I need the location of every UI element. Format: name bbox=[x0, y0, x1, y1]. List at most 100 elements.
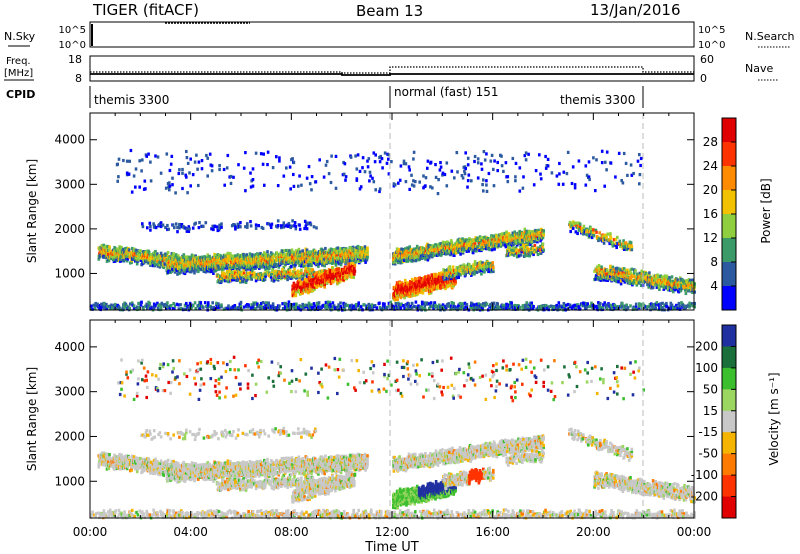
cpid-segment-3: themis 3300 bbox=[560, 93, 635, 107]
range-gate-cell bbox=[366, 250, 369, 254]
range-gate-cell bbox=[113, 259, 117, 263]
range-gate-cell bbox=[291, 256, 294, 261]
range-gate-cell bbox=[264, 252, 267, 256]
range-gate-cell bbox=[465, 303, 469, 307]
range-gate-cell bbox=[132, 249, 136, 253]
range-gate-cell bbox=[314, 249, 317, 253]
range-gate-cell bbox=[230, 278, 234, 282]
range-gate-cell bbox=[161, 254, 164, 258]
range-gate-cell bbox=[192, 254, 196, 258]
range-gate-cell bbox=[310, 263, 313, 268]
range-gate-cell bbox=[159, 258, 163, 262]
nave-label: Nave bbox=[745, 62, 773, 75]
range-gate-cell bbox=[242, 261, 246, 265]
range-gate-cell bbox=[488, 248, 491, 252]
range-gate-cell bbox=[210, 269, 213, 273]
range-gate-cell bbox=[356, 244, 360, 249]
range-gate-cell bbox=[354, 303, 358, 307]
range-gate-cell bbox=[190, 253, 194, 257]
range-gate-cell bbox=[363, 303, 366, 307]
range-gate-cell bbox=[454, 280, 457, 284]
range-gate-cell bbox=[505, 302, 508, 306]
range-gate-cell bbox=[297, 247, 301, 251]
range-gate-cell bbox=[226, 251, 230, 255]
range-gate-cell bbox=[324, 246, 327, 251]
range-gate-cell bbox=[317, 264, 320, 268]
range-gate-cell bbox=[113, 302, 117, 307]
range-gate-cell bbox=[366, 254, 369, 258]
range-gate-cell bbox=[354, 260, 358, 264]
range-gate-cell bbox=[333, 248, 337, 252]
range-gate-cell bbox=[197, 269, 200, 274]
range-gate-cell bbox=[424, 257, 427, 261]
range-gate-cell bbox=[167, 269, 170, 273]
range-gate-cell bbox=[162, 265, 165, 270]
range-gate-cell bbox=[125, 246, 128, 250]
range-gate-cell bbox=[225, 279, 228, 283]
range-gate-cell bbox=[137, 258, 140, 262]
range-gate-cell bbox=[190, 270, 193, 274]
range-gate-cell bbox=[174, 253, 178, 257]
range-gate-cell bbox=[154, 249, 157, 254]
range-gate-cell bbox=[317, 301, 321, 305]
range-gate-cell bbox=[166, 251, 170, 255]
range-gate-cell bbox=[207, 268, 211, 272]
range-gate-cell bbox=[107, 259, 111, 263]
range-gate-cell bbox=[297, 269, 300, 273]
range-gate-cell bbox=[275, 251, 279, 255]
range-gate-cell bbox=[305, 248, 309, 252]
range-gate-cell bbox=[205, 269, 208, 274]
range-gate-cell bbox=[248, 252, 252, 256]
range-gate-cell bbox=[353, 269, 357, 273]
range-gate-cell bbox=[239, 300, 243, 304]
freq-trace bbox=[90, 73, 694, 76]
range-gate-cell bbox=[320, 263, 324, 267]
range-gate-cell bbox=[268, 265, 271, 269]
range-gate-cell bbox=[149, 263, 152, 267]
range-gate-cell bbox=[322, 257, 326, 261]
range-gate-cell bbox=[151, 264, 155, 268]
nave-trace bbox=[90, 66, 694, 74]
range-gate-cell bbox=[337, 267, 340, 271]
range-gate-cell bbox=[278, 304, 281, 308]
range-gate-cell bbox=[336, 258, 340, 262]
range-gate-cell bbox=[303, 264, 306, 268]
range-gate-cell bbox=[186, 259, 190, 263]
range-gate-cell bbox=[271, 266, 275, 270]
range-gate-cell bbox=[203, 265, 207, 269]
range-gate-cell bbox=[347, 248, 350, 252]
nsky-tick-low: 10^0 bbox=[59, 40, 86, 51]
range-gate-cell bbox=[175, 269, 179, 273]
range-gate-cell bbox=[207, 301, 210, 305]
range-gate-cell bbox=[98, 251, 101, 255]
range-gate-cell bbox=[420, 300, 424, 304]
range-gate-cell bbox=[335, 253, 338, 257]
range-gate-cell bbox=[313, 304, 316, 308]
range-gate-cell bbox=[105, 259, 109, 263]
range-gate-cell bbox=[290, 253, 294, 257]
range-gate-cell bbox=[626, 306, 630, 310]
freq-panel bbox=[89, 55, 695, 82]
range-gate-cell bbox=[97, 257, 101, 261]
radar-title: TIGER (fitACF) bbox=[92, 1, 199, 19]
range-gate-cell bbox=[568, 303, 572, 307]
range-gate-cell bbox=[203, 255, 206, 259]
range-gate-cell bbox=[173, 270, 177, 274]
range-gate-cell bbox=[172, 252, 175, 256]
range-gate-cell bbox=[126, 254, 130, 259]
range-gate-cell bbox=[224, 272, 227, 276]
range-gate-cell bbox=[638, 302, 641, 306]
range-gate-cell bbox=[288, 269, 292, 273]
range-gate-cell bbox=[217, 263, 220, 267]
range-gate-cell bbox=[334, 263, 338, 267]
range-gate-cell bbox=[532, 305, 535, 309]
range-gate-cell bbox=[267, 301, 270, 305]
range-gate-cell bbox=[525, 301, 528, 305]
range-gate-cell bbox=[678, 304, 681, 308]
range-gate-cell bbox=[226, 259, 230, 263]
range-gate-cell bbox=[300, 268, 303, 272]
range-gate-cell bbox=[220, 280, 223, 284]
range-gate-cell bbox=[265, 262, 269, 266]
